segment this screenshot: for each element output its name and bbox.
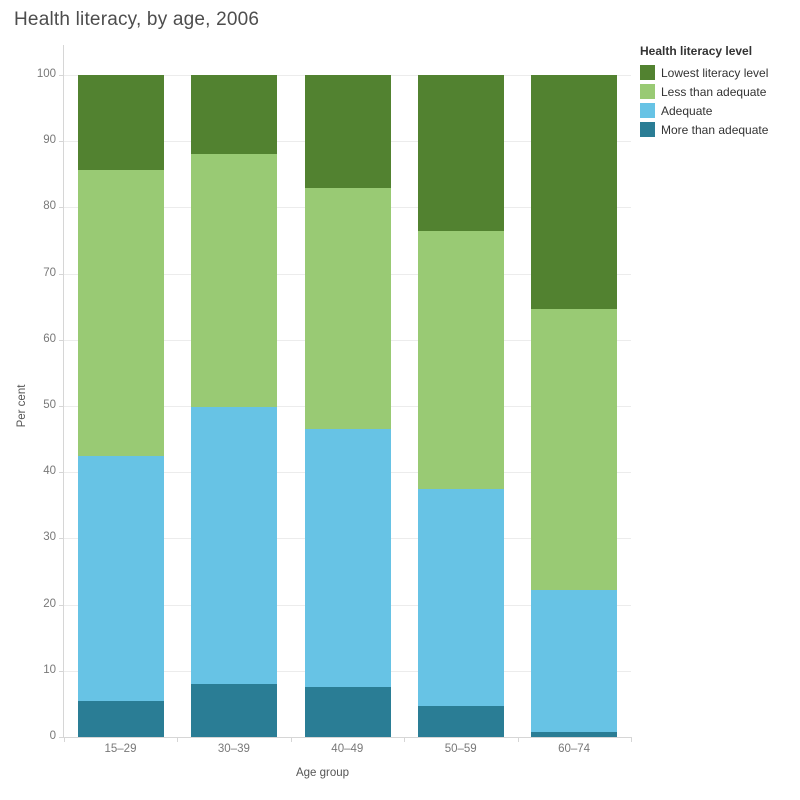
legend-item-label: Less than adequate <box>661 84 767 99</box>
y-tick-label: 90 <box>43 134 56 147</box>
y-tick-mark <box>59 604 64 606</box>
legend-item-label: Lowest literacy level <box>661 65 769 80</box>
y-tick-mark <box>59 538 64 540</box>
legend-swatch-icon <box>640 122 655 137</box>
x-axis-title: Age group <box>295 767 350 779</box>
legend-items: Lowest literacy level Less than adequate A… <box>640 63 798 139</box>
y-tick-label: 100 <box>36 68 56 80</box>
y-tick-mark <box>59 207 64 209</box>
chart-title: Health literacy, by age, 2006 <box>14 9 260 30</box>
plot-area <box>64 75 631 737</box>
bar-column <box>417 75 504 737</box>
bar-segment[interactable] <box>531 731 618 737</box>
legend-item[interactable]: Less than adequate <box>640 82 798 101</box>
x-tick-label: 60–74 <box>558 743 591 755</box>
bar-segment[interactable] <box>304 187 391 430</box>
bar-column <box>304 75 391 737</box>
bar-column <box>77 75 164 737</box>
legend: Health literacy level Lowest literacy le… <box>640 44 798 139</box>
legend-swatch-icon <box>640 103 655 118</box>
y-tick-mark <box>59 141 64 143</box>
x-tick-mark <box>64 737 65 742</box>
y-tick-label: 10 <box>43 663 56 676</box>
legend-item[interactable]: Adequate <box>640 101 798 120</box>
bar-segment[interactable] <box>77 75 164 170</box>
y-tick-mark <box>59 737 64 738</box>
x-tick-mark <box>631 737 632 742</box>
x-tick-mark <box>517 737 519 742</box>
bar-segment[interactable] <box>531 590 618 732</box>
bar-segment[interactable] <box>77 169 164 456</box>
bar-segment[interactable] <box>304 75 391 188</box>
bar-segment[interactable] <box>417 75 504 231</box>
y-tick-label: 60 <box>43 332 56 345</box>
bar-segment[interactable] <box>417 230 504 490</box>
legend-swatch-icon <box>640 65 655 80</box>
bar-column <box>191 75 278 737</box>
y-tick-label: 80 <box>43 200 56 213</box>
y-axis-title: Per cent <box>16 384 28 428</box>
x-tick-label: 30–39 <box>217 743 250 755</box>
y-tick-label: 70 <box>43 266 56 279</box>
x-tick-label: 50–59 <box>444 743 477 755</box>
x-axis-line <box>64 737 631 738</box>
legend-swatch-icon <box>640 84 655 99</box>
bar-segment[interactable] <box>304 687 391 737</box>
bar-segment[interactable] <box>191 406 278 685</box>
bar-segment[interactable] <box>531 308 618 591</box>
bar-segment[interactable] <box>191 153 278 407</box>
x-tick-label: 15–29 <box>104 743 137 755</box>
bar-segment[interactable] <box>304 429 391 688</box>
bar-segment[interactable] <box>77 455 164 701</box>
y-tick-mark <box>59 339 64 341</box>
y-tick-label: 20 <box>43 597 56 610</box>
y-tick-label: 50 <box>43 399 56 411</box>
bar-segment[interactable] <box>77 700 164 737</box>
bar-segment[interactable] <box>417 705 504 737</box>
y-tick-mark <box>59 273 64 275</box>
x-tick-mark <box>404 737 406 742</box>
y-tick-mark <box>59 670 64 672</box>
y-tick-mark <box>59 75 64 76</box>
x-tick-mark <box>290 737 292 742</box>
x-tick-mark <box>177 737 179 742</box>
bar-segment[interactable] <box>417 489 504 706</box>
legend-item[interactable]: Lowest literacy level <box>640 63 798 82</box>
bar-column <box>531 75 618 737</box>
y-axis-line <box>63 45 64 737</box>
bar-segment[interactable] <box>531 75 618 309</box>
bar-segment[interactable] <box>191 75 278 154</box>
y-tick-label: 0 <box>49 730 56 742</box>
bar-segment[interactable] <box>191 684 278 737</box>
x-tick-label: 40–49 <box>331 743 364 755</box>
legend-item-label: More than adequate <box>661 122 769 137</box>
legend-title: Health literacy level <box>640 44 753 58</box>
y-tick-label: 30 <box>43 531 56 544</box>
y-tick-mark <box>59 472 64 474</box>
y-tick-mark <box>59 406 64 407</box>
y-tick-label: 40 <box>43 465 56 478</box>
legend-item[interactable]: More than adequate <box>640 120 798 139</box>
legend-item-label: Adequate <box>661 103 713 118</box>
